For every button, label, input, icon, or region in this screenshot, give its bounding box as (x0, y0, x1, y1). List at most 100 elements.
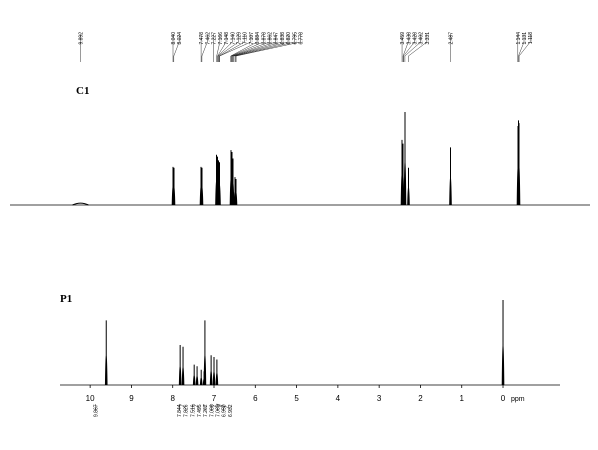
x-tick-label: 7 (212, 394, 217, 403)
peak-leader (235, 34, 301, 62)
peak-leader (408, 34, 428, 62)
peak-label: 6.884 (255, 32, 261, 45)
peak-label: 7.262 (203, 404, 209, 417)
peak-label: 6.878 (261, 32, 267, 45)
peak-label: 1.118 (528, 32, 534, 44)
peak (72, 202, 89, 206)
peak-label: 9.867 (94, 404, 100, 417)
peak-label: 8.040 (171, 32, 177, 45)
peak (218, 162, 221, 206)
peak-leader (216, 34, 221, 62)
peak-leader (211, 403, 218, 411)
peak-leader (193, 403, 200, 411)
peak-leader (235, 34, 295, 62)
x-tick-label: 8 (170, 394, 175, 403)
spectrum-title: C1 (76, 85, 89, 97)
peak-label: 6.795 (292, 32, 298, 45)
peak (212, 356, 216, 386)
peak-label: 7.227 (212, 32, 218, 45)
peak-label: 7.086 (209, 404, 215, 417)
peak-leader (203, 403, 206, 411)
peak-leader (217, 34, 227, 62)
peak-leader (233, 34, 289, 62)
peak (401, 143, 405, 206)
peak (104, 320, 108, 386)
peak-leader (232, 34, 283, 62)
peak (172, 167, 176, 206)
peak-leader (231, 34, 270, 62)
peak-label: 7.826 (183, 404, 189, 417)
x-axis-label: ppm (511, 396, 525, 403)
peak-leader (402, 34, 409, 62)
peak-leader (215, 403, 224, 411)
spectrum-title: P1 (60, 293, 72, 305)
peak (209, 355, 213, 386)
peak-leader (210, 403, 212, 411)
peak (231, 158, 235, 206)
peak-label: 6.932 (228, 404, 234, 417)
peak-label: 6.847 (274, 32, 280, 45)
peak-label: 7.495 (197, 404, 203, 417)
x-tick-label: 5 (294, 394, 299, 403)
peak-label: 7.462 (205, 32, 211, 45)
peak (195, 366, 199, 386)
peak-label: 6.820 (286, 32, 292, 45)
peak-leader (230, 34, 258, 62)
peak-label: 6.838 (280, 32, 286, 45)
peak-leader (179, 403, 186, 411)
peak (200, 167, 204, 206)
peak (234, 178, 238, 206)
peak-label: 7.516 (191, 404, 197, 417)
peak-label: 3.459 (400, 32, 406, 45)
x-tick-label: 9 (129, 394, 134, 403)
x-tick-label: 2 (418, 394, 423, 403)
x-tick-label: 6 (253, 394, 258, 403)
peak-leader (230, 34, 264, 62)
peak-label: 3.428 (412, 32, 418, 45)
x-tick-label: 4 (336, 394, 341, 403)
peak-label: 7.129 (236, 32, 242, 45)
peak (449, 147, 452, 206)
peak-label: 7.844 (177, 404, 183, 417)
x-tick-label: 1 (460, 394, 465, 403)
peak-leader (518, 34, 531, 62)
peak (407, 167, 410, 206)
peak (203, 320, 207, 386)
peak-label: 8.024 (177, 32, 183, 45)
peak (199, 369, 203, 386)
peak (501, 300, 505, 386)
x-tick-label: 0 (501, 394, 506, 403)
peak-leader (518, 34, 525, 62)
peak-leader (219, 34, 252, 62)
peak-label: 1.144 (516, 32, 522, 45)
peak-leader (232, 34, 276, 62)
peak (403, 112, 407, 206)
peak-leader (218, 34, 239, 62)
peak-label: 6.778 (298, 32, 304, 45)
peak-label: 7.166 (218, 32, 224, 45)
peak-leader (404, 34, 421, 62)
x-tick-label: 3 (377, 394, 382, 403)
peak-leader (201, 34, 208, 62)
peak-label: 1.131 (522, 32, 528, 45)
peak (181, 346, 185, 386)
peak (192, 364, 196, 386)
peak-label: 3.438 (406, 32, 412, 45)
peak (215, 359, 219, 386)
peak-label: 7.110 (243, 32, 249, 44)
peak (517, 123, 521, 206)
peak-leader (217, 34, 233, 62)
peak-label: 7.140 (230, 32, 236, 45)
peak-label: 7.068 (216, 404, 222, 417)
peak-leader (173, 34, 180, 62)
peak-label: 2.487 (449, 32, 455, 45)
peak-label: 6.862 (267, 32, 273, 45)
peak-label: 3.331 (425, 32, 431, 45)
peak (178, 345, 182, 386)
peak-leader (403, 34, 415, 62)
x-tick-label: 10 (86, 394, 95, 403)
peak-label: 3.402 (419, 32, 425, 45)
peak-label: 7.478 (199, 32, 205, 45)
